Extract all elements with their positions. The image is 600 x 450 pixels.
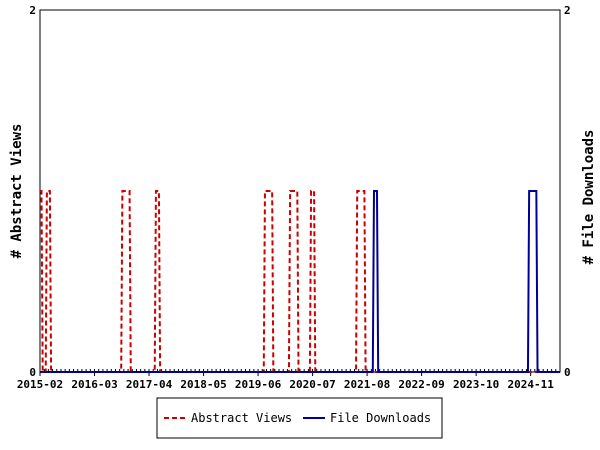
- series-layer: [39, 190, 560, 373]
- y-axis-label-left: # Abstract Views: [9, 124, 25, 259]
- legend-label-file-downloads: File Downloads: [330, 411, 431, 425]
- legend-label-abstract-views: Abstract Views: [191, 411, 292, 425]
- y-axis-label-right: # File Downloads: [581, 130, 597, 265]
- x-tick-label: 2018-05: [180, 378, 226, 391]
- x-tick-label: 2021-08: [344, 378, 390, 391]
- x-tick-label: 2024-11: [507, 378, 554, 391]
- tick-labels: 2015-02 2016-03 2017-04 2018-05 2019-06 2020-…: [17, 4, 571, 391]
- x-tick-label: 2019-06: [235, 378, 282, 391]
- x-tick-label: 2015-02: [17, 378, 63, 391]
- series-line-file-downloads: [40, 190, 560, 373]
- y-tick-label-right: 2: [564, 4, 571, 17]
- y-tick-label-left: 0: [29, 366, 36, 379]
- legend: Abstract Views File Downloads: [156, 397, 443, 439]
- x-tick-label: 2020-07: [289, 378, 335, 391]
- x-tick-label: 2017-04: [126, 378, 173, 391]
- legend-box: [156, 397, 443, 439]
- x-tick-label: 2022-09: [398, 378, 444, 391]
- y-tick-label-right: 0: [564, 366, 571, 379]
- x-tick-label: 2023-10: [453, 378, 499, 391]
- x-tick-label: 2016-03: [71, 378, 117, 391]
- plot-area: [39, 9, 561, 373]
- y-tick-label-left: 2: [29, 4, 36, 17]
